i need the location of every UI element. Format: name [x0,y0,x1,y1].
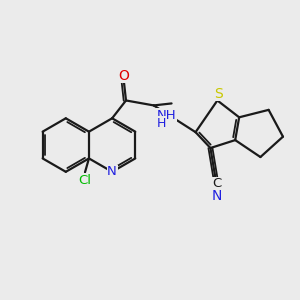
Text: H: H [157,117,166,130]
Text: S: S [214,86,223,100]
Text: NH: NH [157,109,176,122]
Text: C: C [212,177,221,190]
Text: Cl: Cl [79,174,92,187]
Text: N: N [107,165,117,178]
Text: N: N [211,189,222,202]
Text: O: O [118,69,129,83]
